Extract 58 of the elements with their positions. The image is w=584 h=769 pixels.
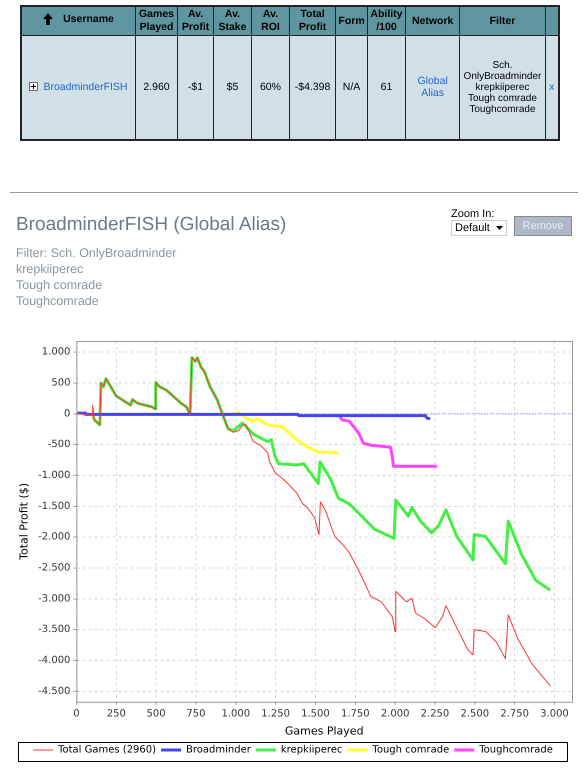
x-tick-label: 1.000: [221, 708, 250, 720]
x-tick-label: 2.250: [420, 708, 450, 720]
category-label: Av. Stake: [218, 8, 246, 33]
category-label: Av. ROI: [261, 8, 280, 33]
category-label: Ability /100: [370, 8, 402, 33]
category-label: Network: [412, 14, 454, 26]
text: 61: [380, 81, 392, 94]
button: Remove: [514, 216, 572, 236]
legend-label: Broadminder: [186, 744, 252, 756]
x-tick-label: 0: [73, 708, 80, 720]
text: -$1: [188, 81, 204, 94]
text: N/A: [342, 81, 360, 94]
text: BroadminderFISH: [43, 80, 128, 92]
x-axis-title: Games Played: [284, 724, 364, 738]
y-axis-title: Total Profit ($): [17, 482, 30, 561]
x-tick-label: 1.250: [261, 708, 290, 720]
y-tick-label: -1.000: [38, 470, 70, 482]
x-tick-label: 250: [106, 708, 126, 720]
text: -$4.398: [294, 81, 330, 94]
x-tick-label: 500: [146, 708, 166, 720]
category-label: Games Played: [139, 8, 174, 33]
text: Sch. OnlyBroadminder krepkiiperec Tough comrade Toughcomrade: [464, 60, 542, 115]
text: x: [549, 81, 554, 94]
category-label: Filter: [490, 14, 516, 26]
text: 2.960: [143, 81, 170, 94]
category-label: Av. Profit: [182, 8, 210, 33]
y-tick-label: 1.000: [42, 346, 70, 358]
legend-label: Tough comrade: [371, 744, 450, 756]
y-tick-label: -500: [48, 439, 70, 450]
y-tick-label: -3.000: [38, 593, 70, 604]
x-tick-label: 1.750: [340, 708, 370, 720]
y-tick-label: -4.500: [38, 686, 70, 697]
legend-label: krepkiiperec: [280, 744, 342, 756]
y-tick-label: 500: [51, 378, 70, 389]
legend-label: Toughcomrade: [478, 744, 553, 756]
x-tick-label: 1.500: [301, 708, 330, 720]
x-tick-label: 750: [186, 708, 206, 720]
legend-label: Total Games (2960): [57, 744, 156, 756]
dropdown-field: Default: [451, 220, 507, 236]
chart-subtitle: Filter: Sch. OnlyBroadminder krepkiiperec Tough comrade Toughcomrade: [16, 245, 176, 309]
category-label: Form: [338, 14, 365, 26]
y-tick-label: -2.000: [38, 532, 70, 543]
chart-title: BroadminderFISH (Global Alias): [16, 214, 286, 236]
text: $5: [226, 81, 238, 94]
x-tick-label: 2.000: [380, 708, 410, 720]
x-tick-label: 2.500: [460, 708, 490, 720]
y-tick-label: -3.500: [38, 624, 70, 636]
y-tick-label: -4.000: [38, 655, 70, 666]
x-tick-label: 2.750: [500, 708, 529, 720]
text: 60%: [260, 81, 281, 94]
category-label: Total Profit: [298, 8, 326, 33]
y-tick-label: -1.500: [38, 500, 70, 512]
y-tick-label: -2.500: [38, 562, 70, 574]
x-tick-label: 3.000: [540, 708, 569, 720]
y-tick-label: 0: [64, 408, 70, 420]
text: Global Alias: [417, 75, 448, 100]
category-label: Username: [63, 12, 114, 26]
text: Zoom In:: [451, 208, 496, 220]
